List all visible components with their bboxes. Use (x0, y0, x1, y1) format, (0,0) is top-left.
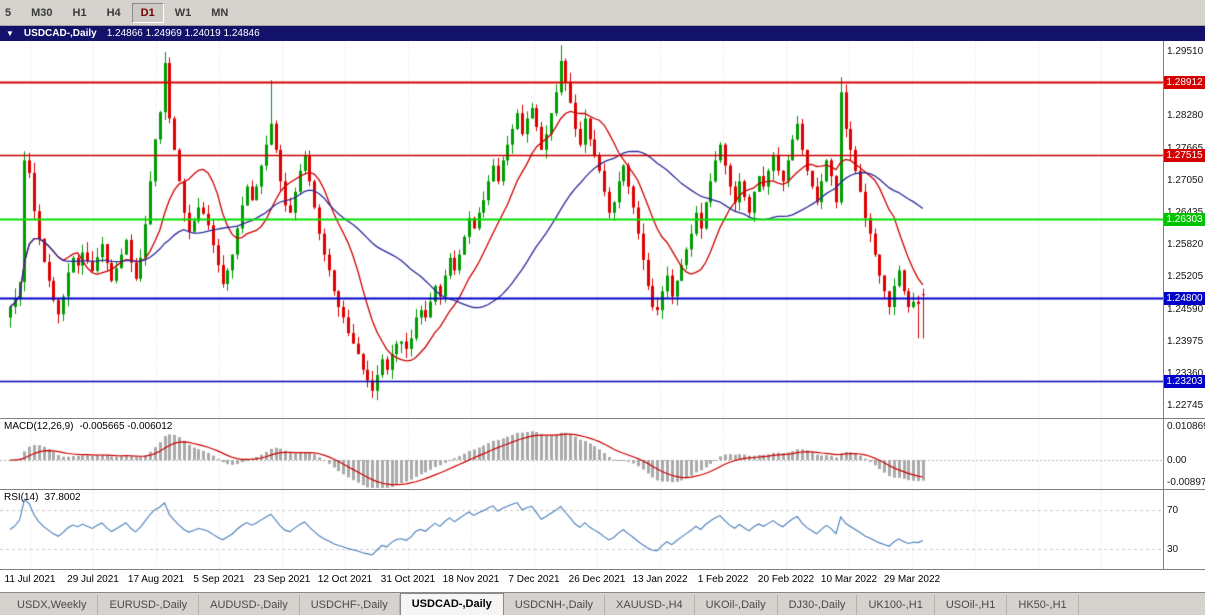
price-axis-label: 1.27665 (1167, 142, 1204, 154)
price-axis: 1.29510 1.28280 1.27665 1.27050 1.26435 1.258… (1163, 41, 1205, 570)
price-axis-label: 1.28280 (1167, 110, 1204, 122)
macd-name: MACD(12,26,9) (4, 421, 74, 432)
chart-tab-usoil[interactable]: USOil-,H1 (935, 595, 1008, 615)
date-label: 5 Sep 2021 (193, 574, 245, 585)
macd-values: -0.005665 -0.006012 (79, 421, 173, 432)
timeframe-button-h1[interactable]: H1 (72, 6, 87, 19)
price-axis-label: 1.23360 (1167, 367, 1204, 379)
timeframe-button-h4[interactable]: H4 (106, 6, 121, 19)
price-line-tag: 1.24800 (1164, 291, 1205, 305)
price-line-tag: 1.23203 (1164, 375, 1205, 389)
price-axis-label: 1.24590 (1167, 303, 1204, 315)
chart-tab-xauusd[interactable]: XAUUSD-,H4 (605, 595, 695, 615)
collapse-chart-icon[interactable]: ▼ (6, 29, 14, 38)
date-label: 13 Jan 2022 (632, 574, 688, 585)
price-axis-label: 1.29510 (1167, 45, 1204, 57)
price-axis-label: 1.25205 (1167, 271, 1204, 283)
date-axis: 11 Jul 2021 29 Jul 2021 17 Aug 2021 5 Sep 2… (0, 570, 1205, 592)
price-axis-label: 1.26435 (1167, 207, 1203, 218)
chart-tab-ukoil[interactable]: UKOil-,Daily (695, 595, 778, 615)
separator (0, 418, 1205, 419)
separator (0, 569, 1205, 570)
chart-tab-uk100[interactable]: UK100-,H1 (857, 595, 935, 615)
chart-tab-usdchf[interactable]: USDCHF-,Daily (300, 595, 400, 615)
date-label: 17 Aug 2021 (127, 574, 185, 585)
price-axis-label: 1.25820 (1167, 239, 1204, 251)
date-label: 31 Oct 2021 (380, 574, 436, 585)
chart-title: USDCAD-,Daily (23, 28, 97, 39)
date-label: 12 Oct 2021 (317, 574, 373, 585)
timeframe-button-5[interactable]: 5 (5, 6, 12, 19)
chart-tab-usdx[interactable]: USDX,Weekly (6, 595, 99, 615)
chart-ohlc-values: 1.24866 1.24969 1.24019 1.24846 (106, 28, 260, 39)
timeframe-toolbar: 5 M30 H1 H4 D1 W1 MN (0, 0, 1205, 26)
price-axis-label: 1.27050 (1167, 174, 1204, 186)
rsi-label: RSI(14) 37.8002 (4, 492, 87, 503)
timeframe-button-d1[interactable]: D1 (131, 2, 164, 23)
chart-tab-bar: USDX,Weekly EURUSD-,Daily AUDUSD-,Daily USD… (0, 592, 1205, 615)
price-axis-label: 1.22745 (1167, 400, 1204, 412)
chart-tab-eurusd[interactable]: EURUSD-,Daily (98, 595, 200, 615)
chart-tab-dj30[interactable]: DJ30-,Daily (778, 595, 858, 615)
date-label: 26 Dec 2021 (568, 574, 626, 585)
macd-axis-label: 0.010869 (1167, 421, 1205, 432)
date-label: 20 Feb 2022 (757, 574, 815, 585)
rsi-name: RSI(14) (4, 492, 39, 503)
date-label: 23 Sep 2021 (253, 574, 311, 585)
macd-axis-label: 0.00 (1167, 455, 1187, 466)
separator (0, 489, 1205, 490)
rsi-axis-label: 70 (1167, 504, 1179, 516)
date-label: 29 Mar 2022 (883, 574, 941, 585)
date-label: 10 Mar 2022 (820, 574, 878, 585)
date-label: 29 Jul 2021 (67, 574, 119, 585)
macd-axis-label: -0.008974 (1167, 477, 1205, 488)
date-label: 18 Nov 2021 (442, 574, 500, 585)
macd-label: MACD(12,26,9) -0.005665 -0.006012 (4, 421, 178, 432)
price-line-tag: 1.28912 (1164, 76, 1205, 90)
rsi-value: 37.8002 (44, 492, 81, 503)
price-line-tag: 1.27515 (1164, 149, 1205, 163)
timeframe-button-mn[interactable]: MN (211, 6, 229, 19)
rsi-axis-label: 30 (1167, 544, 1179, 556)
chart-title-bar: ▼ USDCAD-,Daily 1.24866 1.24969 1.24019 … (0, 26, 1205, 41)
rsi-panel-canvas[interactable] (0, 490, 1163, 569)
chart-tab-hk50[interactable]: HK50-,H1 (1007, 595, 1079, 615)
date-label: 7 Dec 2021 (508, 574, 560, 585)
date-label: 1 Feb 2022 (697, 574, 749, 585)
chart-tab-audusd[interactable]: AUDUSD-,Daily (199, 595, 300, 615)
price-chart-canvas[interactable] (0, 41, 1163, 418)
timeframe-button-w1[interactable]: W1 (174, 6, 192, 19)
macd-panel-canvas[interactable] (0, 419, 1163, 489)
timeframe-button-m30[interactable]: M30 (31, 6, 53, 19)
date-label: 11 Jul 2021 (4, 574, 56, 585)
chart-tab-usdcnh[interactable]: USDCNH-,Daily (504, 595, 606, 615)
chart-tab-usdcad[interactable]: USDCAD-,Daily (399, 593, 504, 615)
price-axis-label: 1.23975 (1167, 335, 1204, 347)
price-line-tag: 1.26303 (1164, 212, 1205, 226)
